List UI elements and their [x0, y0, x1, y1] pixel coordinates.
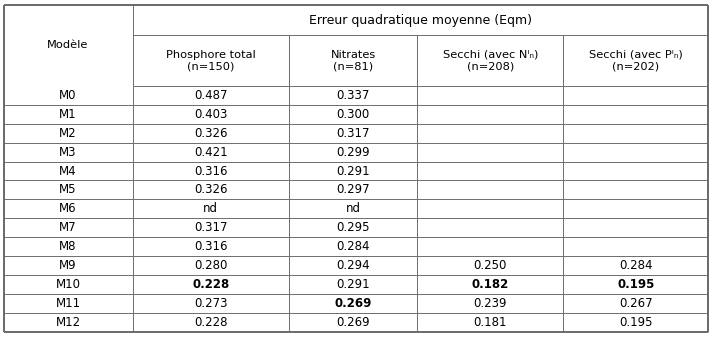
Text: 0.294: 0.294	[336, 259, 370, 272]
Text: Secchi (avec Pᴵₙ)
(n=202): Secchi (avec Pᴵₙ) (n=202)	[589, 50, 683, 71]
Text: 0.280: 0.280	[194, 259, 227, 272]
Text: nd: nd	[346, 203, 361, 215]
Text: 0.269: 0.269	[336, 316, 370, 329]
Text: 0.195: 0.195	[619, 316, 653, 329]
Text: 0.299: 0.299	[336, 146, 370, 159]
Text: M8: M8	[59, 240, 77, 253]
Text: 0.297: 0.297	[336, 183, 370, 196]
Text: Phosphore total
(n=150): Phosphore total (n=150)	[166, 50, 256, 71]
Text: 0.267: 0.267	[619, 297, 653, 310]
Text: 0.273: 0.273	[194, 297, 228, 310]
Text: 0.326: 0.326	[194, 183, 228, 196]
Text: Erreur quadratique moyenne (Eqm): Erreur quadratique moyenne (Eqm)	[309, 13, 532, 27]
Text: M7: M7	[59, 221, 77, 234]
Text: M12: M12	[56, 316, 80, 329]
Text: 0.228: 0.228	[192, 278, 229, 291]
Text: M0: M0	[59, 89, 77, 102]
Text: 0.284: 0.284	[337, 240, 370, 253]
Text: nd: nd	[204, 203, 219, 215]
Text: 0.291: 0.291	[336, 278, 370, 291]
Text: 0.300: 0.300	[337, 108, 370, 121]
Text: 0.182: 0.182	[471, 278, 509, 291]
Text: 0.487: 0.487	[194, 89, 228, 102]
Text: M1: M1	[59, 108, 77, 121]
Text: 0.317: 0.317	[337, 127, 370, 140]
Text: 0.239: 0.239	[473, 297, 507, 310]
Text: 0.195: 0.195	[617, 278, 654, 291]
Text: M9: M9	[59, 259, 77, 272]
Text: M3: M3	[59, 146, 77, 159]
Text: 0.269: 0.269	[335, 297, 372, 310]
Text: 0.250: 0.250	[473, 259, 507, 272]
Text: 0.317: 0.317	[194, 221, 228, 234]
Text: 0.337: 0.337	[337, 89, 370, 102]
Text: Modèle: Modèle	[48, 40, 89, 51]
Text: 0.228: 0.228	[194, 316, 228, 329]
Text: Secchi (avec Nᴵₙ)
(n=208): Secchi (avec Nᴵₙ) (n=208)	[443, 50, 538, 71]
Text: M5: M5	[59, 183, 77, 196]
Text: 0.403: 0.403	[194, 108, 227, 121]
Text: 0.295: 0.295	[337, 221, 370, 234]
Text: M4: M4	[59, 164, 77, 178]
Text: 0.421: 0.421	[194, 146, 228, 159]
Text: Nitrates
(n=81): Nitrates (n=81)	[330, 50, 376, 71]
Text: 0.316: 0.316	[194, 164, 228, 178]
Text: 0.291: 0.291	[336, 164, 370, 178]
Text: M6: M6	[59, 203, 77, 215]
Text: 0.316: 0.316	[194, 240, 228, 253]
Text: M10: M10	[56, 278, 80, 291]
Text: M2: M2	[59, 127, 77, 140]
Text: 0.284: 0.284	[619, 259, 653, 272]
Text: 0.181: 0.181	[473, 316, 507, 329]
Text: 0.326: 0.326	[194, 127, 228, 140]
Text: M11: M11	[56, 297, 80, 310]
